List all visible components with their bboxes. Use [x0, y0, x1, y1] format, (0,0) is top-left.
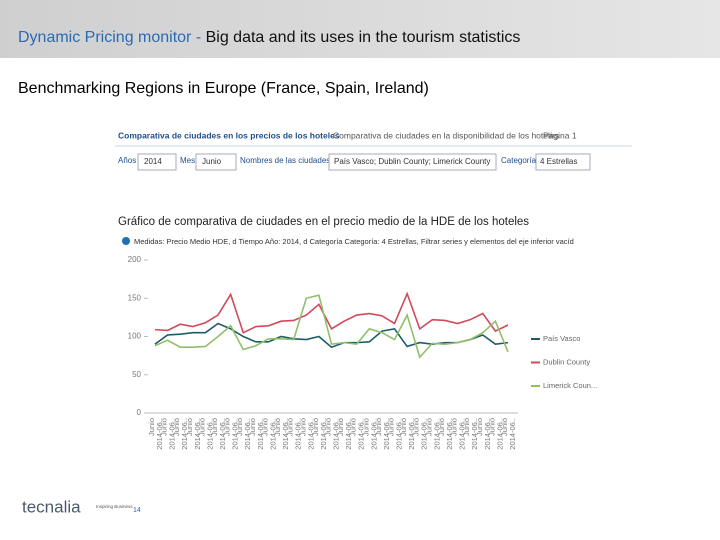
x-tick-label: Junio: [462, 418, 471, 436]
filter-value: 4 Estrellas: [540, 157, 577, 166]
x-tick-label: 2014-06..: [395, 418, 404, 450]
x-tick-label: 2014-06..: [155, 418, 164, 450]
x-tick-label: Junio: [248, 418, 257, 436]
logo-tagline: Inspiring Business: [96, 504, 133, 509]
x-tick-label: Junio: [500, 418, 509, 436]
header-title: Dynamic Pricing monitor - Big data and i…: [18, 29, 520, 46]
header-title-main: Big data and its uses in the tourism sta…: [206, 29, 521, 46]
x-tick-label: Junio: [437, 418, 446, 436]
series-line: [154, 294, 509, 359]
x-tick-label: 2014-06..: [495, 418, 504, 450]
x-tick-label: 2014-06..: [357, 418, 366, 450]
x-tick-label: Junio: [387, 418, 396, 436]
x-tick-label: Junio: [374, 418, 383, 436]
y-tick-label: 50: [132, 370, 141, 379]
x-tick-label: 2014-06..: [306, 418, 315, 450]
legend-label: Dublin County: [543, 357, 590, 366]
x-tick-label: Junio: [412, 418, 421, 436]
x-tick-label: 2014-06..: [445, 418, 454, 450]
x-tick-label: 2014-06..: [268, 418, 277, 450]
filter-box[interactable]: [535, 153, 591, 171]
x-tick-label: 2014-06..: [369, 418, 378, 450]
x-tick-label: 2014-06..: [281, 418, 290, 450]
filter-label: Categoría: [501, 156, 537, 165]
x-tick-label: 2014-06..: [458, 418, 467, 450]
x-tick-label: 2014-06..: [168, 418, 177, 450]
filter-box[interactable]: [328, 153, 497, 171]
filter-box[interactable]: [137, 153, 177, 171]
x-tick-label: Junio: [273, 418, 282, 436]
y-tick-label: 200: [128, 255, 142, 264]
x-tick-label: 2014-06..: [483, 418, 492, 450]
y-tick-label: 150: [128, 293, 142, 302]
x-tick-label: Junio: [223, 418, 232, 436]
page-number: 14: [133, 507, 141, 514]
x-tick-label: 2014-06..: [420, 418, 429, 450]
x-tick-label: Junio: [361, 418, 370, 436]
legend-label: País Vasco: [543, 334, 580, 343]
x-tick-label: Junio: [399, 418, 408, 436]
x-tick-label: 2014-06..: [407, 418, 416, 450]
x-tick-label: 2014-06..: [180, 418, 189, 450]
filter-value: 2014: [144, 157, 162, 166]
filter-label: Años: [118, 156, 136, 165]
header-band: [0, 0, 720, 58]
x-tick-label: Junio: [185, 418, 194, 436]
x-tick-label: 2014-06..: [193, 418, 202, 450]
x-tick-label: Junio: [235, 418, 244, 436]
x-tick-label: Junio: [336, 418, 345, 436]
x-tick-label: 2014-06..: [344, 418, 353, 450]
x-tick-label: 2014-06..: [205, 418, 214, 450]
filter-label: Mes: [180, 156, 195, 165]
x-tick-label: Junio: [450, 418, 459, 436]
x-tick-label: 2014-06..: [256, 418, 265, 450]
info-line: Medidas: Precio Medio HDE, d Tiempo Año:…: [134, 237, 574, 246]
x-tick-label: Junio: [424, 418, 433, 436]
series-line: [154, 322, 509, 349]
x-tick-label: 2014-06..: [231, 418, 240, 450]
x-tick-label: 2014-06..: [331, 418, 340, 450]
tab[interactable]: Página 1: [543, 130, 577, 140]
x-tick-label: Junio: [475, 418, 484, 436]
header-title-accent: Dynamic Pricing monitor -: [18, 29, 206, 46]
tab[interactable]: Comparativa de ciudades en los precios d…: [118, 130, 340, 140]
y-tick-label: 0: [137, 408, 142, 417]
filter-value: Junio: [202, 157, 222, 166]
x-tick-label: Junio: [210, 418, 219, 436]
filter-box[interactable]: [195, 153, 237, 171]
x-tick-label: 2014-06..: [218, 418, 227, 450]
x-tick-label: Junio: [487, 418, 496, 436]
filter-value: País Vasco; Dublin County; Limerick Coun…: [334, 157, 490, 166]
x-tick-label: 2014-06..: [432, 418, 441, 450]
embedded-screenshot: [115, 122, 632, 484]
tab[interactable]: Comparativa de ciudades en la disponibil…: [333, 130, 559, 140]
x-tick-label: Junio: [147, 418, 156, 436]
x-tick-label: 2014-06..: [470, 418, 479, 450]
x-tick-label: Junio: [260, 418, 269, 436]
y-tick-label: 100: [128, 332, 142, 341]
x-tick-label: Junio: [172, 418, 181, 436]
x-tick-label: 2014-06..: [243, 418, 252, 450]
x-tick-label: Junio: [286, 418, 295, 436]
x-tick-label: 2014-06..: [319, 418, 328, 450]
x-tick-label: Junio: [160, 418, 169, 436]
logo: tecnalia: [22, 497, 81, 516]
x-tick-label: Junio: [298, 418, 307, 436]
chart-title: Gráfico de comparativa de ciudades en el…: [118, 216, 529, 228]
x-tick-label: Junio: [197, 418, 206, 436]
x-tick-label: 2014-06..: [294, 418, 303, 450]
filter-label: Nombres de las ciudades: [240, 156, 330, 165]
x-tick-label: Junio: [349, 418, 358, 436]
legend-label: Limerick Coun...: [543, 381, 597, 390]
subtitle: Benchmarking Regions in Europe (France, …: [18, 80, 429, 97]
x-tick-label: Junio: [311, 418, 320, 436]
x-tick-label: 2014-06..: [508, 418, 517, 450]
x-tick-label: Junio: [323, 418, 332, 436]
info-icon[interactable]: [122, 237, 130, 245]
series-line: [154, 291, 509, 334]
x-tick-label: 2014-06..: [382, 418, 391, 450]
